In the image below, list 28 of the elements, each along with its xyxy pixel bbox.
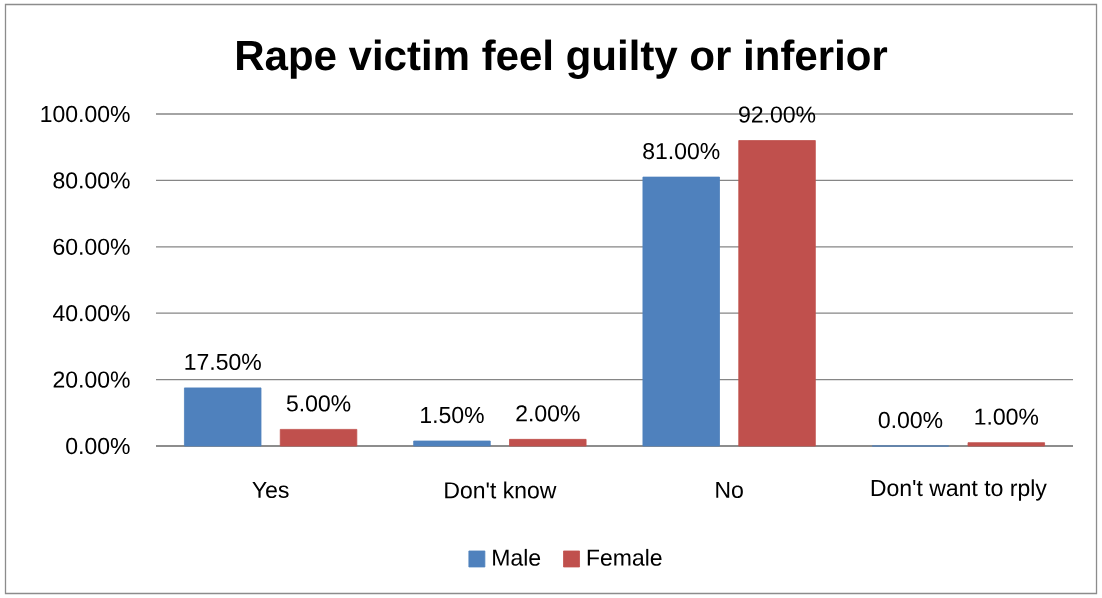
y-tick-label: 40.00%: [53, 305, 130, 322]
y-tick-label: 60.00%: [53, 238, 130, 255]
data-label: 1.50%: [421, 406, 484, 424]
x-tick-label: No: [716, 481, 743, 499]
bar: [413, 440, 491, 447]
bar: [184, 387, 262, 447]
x-tick-label: Don't want to rply: [871, 479, 1047, 501]
legend-label: Male: [493, 548, 541, 566]
bar: [967, 442, 1045, 447]
y-tick-label: 80.00%: [53, 172, 130, 189]
data-label: 1.00%: [975, 408, 1039, 425]
x-tick-label: Don't know: [445, 481, 557, 499]
data-label: 81.00%: [643, 142, 720, 160]
data-label: 92.00%: [739, 106, 816, 123]
data-label: 2.00%: [516, 405, 580, 422]
y-tick-label: 100.00%: [41, 105, 130, 123]
legend-label: Female: [587, 548, 662, 566]
bar: [509, 438, 587, 447]
data-label: 0.00%: [878, 411, 943, 429]
y-tick-label: 0.00%: [66, 437, 130, 455]
data-label: 5.00%: [286, 395, 351, 412]
x-tick-label: Yes: [252, 481, 289, 499]
bar: [279, 429, 358, 447]
y-tick-label: 20.00%: [53, 371, 130, 388]
bar: [738, 140, 816, 447]
chart-title: Rape victim feel guilty or inferior: [237, 39, 888, 79]
bar: [642, 176, 720, 447]
data-label: 17.50%: [185, 353, 261, 371]
